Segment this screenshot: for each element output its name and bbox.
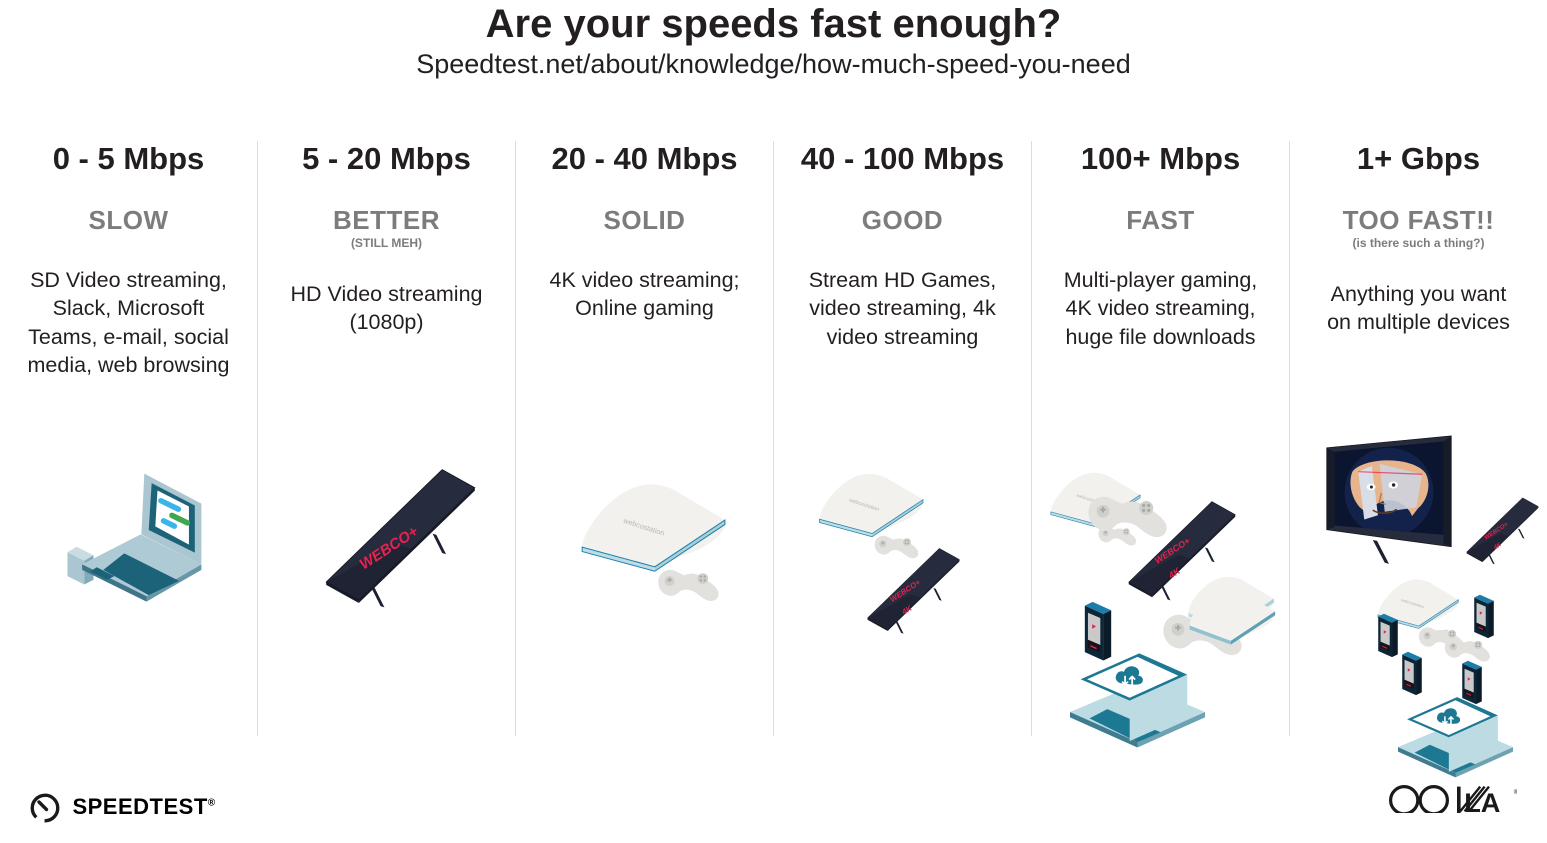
svg-text:®: ® (1514, 788, 1517, 796)
svg-text:LA: LA (1464, 787, 1500, 813)
